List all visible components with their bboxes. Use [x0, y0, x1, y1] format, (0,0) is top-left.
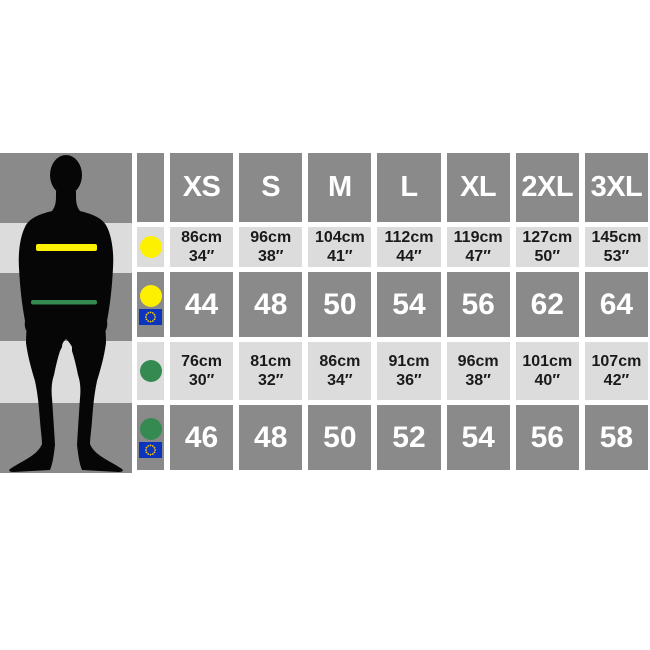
eu-flag-icon — [139, 308, 162, 325]
waist-cm-cell-xs: 76cm 30″ — [170, 342, 234, 400]
yellow-circle-icon — [139, 284, 162, 307]
band-dark-3 — [0, 403, 132, 473]
column-header-3xl: 3XL — [584, 153, 648, 222]
waist-eu-cell-xs: 46 — [170, 405, 234, 470]
waist-eu-cell-m: 50 — [308, 405, 372, 470]
chest-cm-cell-xl: 119cm 47″ — [446, 227, 510, 267]
chest-cm-cell-l: 112cm 44″ — [377, 227, 441, 267]
chest-eu-cell-2xl: 62 — [515, 272, 579, 337]
chest-eu-indicator — [137, 272, 164, 337]
waist-eu-cell-l: 52 — [377, 405, 441, 470]
chest-cm-indicator — [137, 227, 164, 267]
waist-cm-cell-s: 81cm 32″ — [239, 342, 303, 400]
silhouette-head — [50, 155, 82, 195]
waist-eu-indicator — [137, 405, 164, 470]
waist-eu-cell-2xl: 56 — [515, 405, 579, 470]
chest-cm-cell-s: 96cm 38″ — [239, 227, 303, 267]
column-header-xs: XS — [170, 153, 234, 222]
chest-eu-cell-s: 48 — [239, 272, 303, 337]
waist-measure-line — [31, 300, 97, 305]
chest-eu-cell-l: 54 — [377, 272, 441, 337]
waist-cm-cell-2xl: 101cm 40″ — [515, 342, 579, 400]
chest-eu-cell-xl: 56 — [446, 272, 510, 337]
waist-cm-cell-xl: 96cm 38″ — [446, 342, 510, 400]
chest-eu-cell-3xl: 64 — [584, 272, 648, 337]
waist-cm-cell-3xl: 107cm 42″ — [584, 342, 648, 400]
eu-flag-icon — [139, 441, 162, 458]
column-header-2xl: 2XL — [515, 153, 579, 222]
chest-eu-cell-m: 50 — [308, 272, 372, 337]
green-circle-icon — [139, 417, 162, 440]
silhouette-body — [9, 191, 123, 472]
header-indicator-cell — [137, 153, 164, 222]
chest-cm-cell-xs: 86cm 34″ — [170, 227, 234, 267]
column-header-m: M — [308, 153, 372, 222]
chest-cm-cell-3xl: 145cm 53″ — [584, 227, 648, 267]
waist-eu-cell-3xl: 58 — [584, 405, 648, 470]
yellow-circle-icon — [139, 236, 162, 258]
column-header-s: S — [239, 153, 303, 222]
column-header-xl: XL — [446, 153, 510, 222]
waist-cm-indicator — [137, 342, 164, 400]
size-chart-table: XS S M L XL 2XL 3XL 86cm 34″ 96cm 38″ 104c… — [137, 153, 648, 470]
chest-cm-cell-m: 104cm 41″ — [308, 227, 372, 267]
column-header-l: L — [377, 153, 441, 222]
band-light-2 — [0, 341, 132, 403]
chest-measure-line — [36, 244, 97, 251]
chest-eu-cell-xs: 44 — [170, 272, 234, 337]
chest-cm-cell-2xl: 127cm 50″ — [515, 227, 579, 267]
waist-cm-cell-m: 86cm 34″ — [308, 342, 372, 400]
waist-cm-cell-l: 91cm 36″ — [377, 342, 441, 400]
waist-eu-cell-xl: 54 — [446, 405, 510, 470]
waist-eu-cell-s: 48 — [239, 405, 303, 470]
male-silhouette-icon — [9, 155, 123, 472]
green-circle-icon — [139, 360, 162, 382]
body-silhouette-figure — [0, 153, 132, 473]
